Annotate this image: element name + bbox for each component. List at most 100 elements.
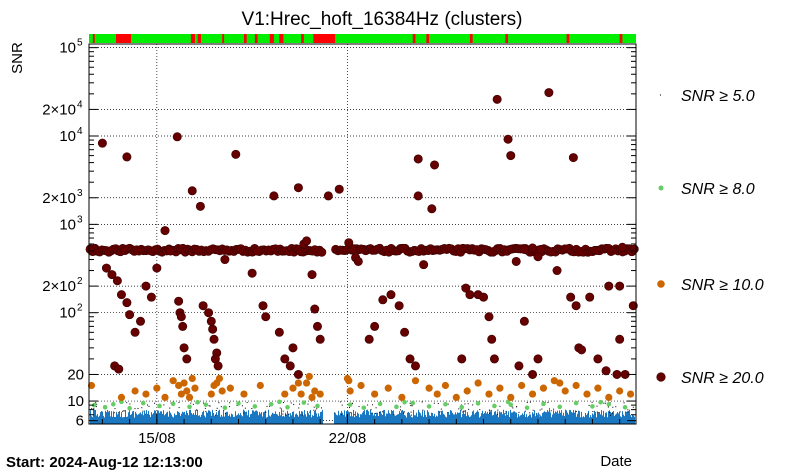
point-snr5	[266, 405, 268, 407]
point-snr5	[370, 409, 372, 411]
population-column	[317, 416, 318, 424]
point-snr5	[215, 414, 217, 416]
population-column	[128, 412, 129, 424]
population-column	[502, 414, 503, 424]
population-column	[550, 412, 551, 424]
point-snr20	[174, 296, 184, 306]
population-column	[562, 415, 563, 424]
population-column	[401, 410, 402, 424]
point-snr20	[533, 354, 543, 364]
population-column	[414, 415, 415, 424]
population-column	[413, 409, 414, 424]
population-column	[419, 412, 420, 424]
population-column	[608, 411, 609, 424]
population-column	[145, 413, 146, 424]
population-column	[361, 414, 362, 424]
population-column	[315, 409, 316, 424]
population-column	[155, 410, 156, 424]
point-snr10	[281, 390, 289, 398]
segment-bad	[116, 34, 131, 43]
population-column	[420, 413, 421, 424]
population-column	[485, 411, 486, 424]
population-column	[463, 410, 464, 424]
point-snr8	[252, 404, 258, 409]
population-column	[551, 417, 552, 424]
population-column	[521, 414, 522, 424]
population-column	[107, 409, 108, 424]
point-snr20	[503, 134, 513, 144]
population-column	[601, 410, 602, 424]
population-column	[382, 415, 383, 424]
point-snr20	[220, 255, 230, 265]
point-snr8	[426, 404, 432, 409]
population-column	[306, 416, 307, 424]
point-snr5	[526, 401, 528, 403]
point-snr5	[375, 412, 377, 414]
population-column	[546, 412, 547, 424]
population-column	[627, 411, 628, 424]
segment-bad	[279, 34, 284, 43]
point-snr20	[176, 312, 186, 322]
population-column	[133, 410, 134, 424]
population-column	[363, 411, 364, 424]
population-column	[418, 409, 419, 424]
population-column	[100, 412, 101, 424]
x-tick-label: 22/08	[329, 430, 367, 447]
point-snr5	[497, 409, 499, 411]
population-column	[616, 413, 617, 424]
y-tick-label: 10	[59, 305, 76, 322]
population-column	[370, 409, 371, 424]
point-snr20	[288, 343, 298, 353]
point-snr10	[240, 390, 248, 398]
population-column	[105, 410, 106, 424]
population-column	[453, 414, 454, 424]
population-column	[469, 416, 470, 424]
population-column	[427, 410, 428, 424]
point-snr20	[615, 281, 625, 291]
point-snr20	[405, 354, 415, 364]
point-snr8	[285, 404, 290, 410]
segment-ok	[89, 34, 636, 43]
population-column	[302, 411, 303, 424]
population-column	[247, 415, 248, 424]
point-snr20	[413, 191, 423, 201]
point-snr5	[113, 412, 115, 414]
population-column	[435, 417, 436, 424]
population-column	[528, 415, 529, 424]
point-snr5	[339, 401, 341, 403]
population-column	[215, 415, 216, 424]
population-column	[523, 414, 524, 424]
y-tick-label-exponent: 5	[77, 38, 83, 49]
population-column	[210, 411, 211, 424]
point-snr20	[514, 361, 524, 371]
point-snr20	[577, 345, 587, 355]
point-snr20	[544, 88, 554, 98]
point-snr5	[548, 408, 550, 410]
point-snr10	[425, 384, 433, 392]
grid-lines	[89, 44, 636, 424]
population-column	[377, 412, 378, 424]
population-column	[385, 416, 386, 424]
population-column	[195, 410, 196, 424]
population-column	[628, 411, 629, 424]
population-column	[209, 410, 210, 424]
population-column	[390, 414, 391, 424]
population-column	[416, 412, 417, 424]
population-column	[406, 417, 407, 424]
population-column	[561, 410, 562, 424]
population-column	[284, 416, 285, 424]
population-column	[447, 411, 448, 424]
population-column	[585, 413, 586, 424]
point-snr5	[539, 414, 541, 416]
point-snr5	[137, 407, 139, 409]
y-tick-label: 6	[76, 413, 84, 430]
population-column	[605, 412, 606, 424]
population-column	[235, 411, 236, 424]
point-snr20	[323, 191, 333, 201]
population-column	[141, 414, 142, 424]
population-column	[555, 411, 556, 424]
population-column	[588, 410, 589, 424]
point-snr5	[141, 407, 143, 409]
point-snr5	[529, 401, 531, 403]
point-snr10	[433, 390, 441, 398]
